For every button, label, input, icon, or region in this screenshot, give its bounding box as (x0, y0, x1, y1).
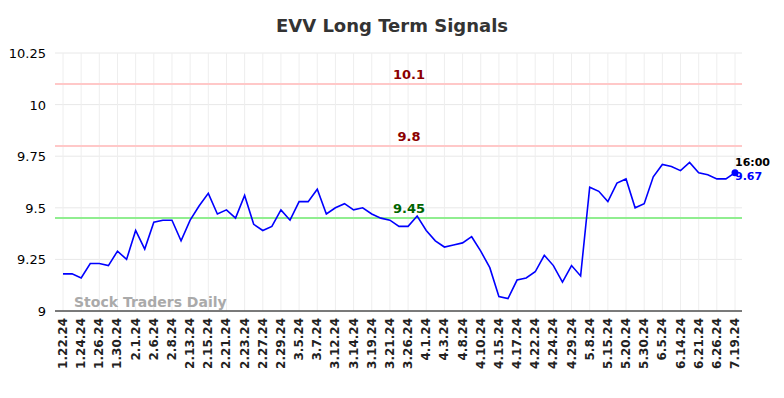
x-tick-label: 1.24.24 (74, 318, 88, 369)
grid-line (171, 53, 172, 311)
grid-line (135, 53, 136, 311)
x-tick-label: 2.6.24 (147, 318, 161, 361)
signal-label: 9.8 (397, 129, 420, 144)
grid-line (498, 53, 499, 311)
grid-line (571, 53, 572, 311)
grid-line (55, 53, 742, 54)
x-axis (55, 311, 742, 312)
grid-line (462, 53, 463, 311)
x-tick-label: 7.19.24 (728, 318, 742, 369)
y-tick-label: 10 (29, 98, 46, 113)
x-tick-label: 3.5.24 (292, 318, 306, 361)
grid-line (444, 53, 445, 311)
last-value-label: 9.67 (735, 170, 762, 183)
grid-line (208, 53, 209, 311)
grid-line (335, 53, 336, 311)
time-label: 16:00 (735, 156, 770, 169)
grid-line (153, 53, 154, 311)
x-tick-label: 4.10.24 (474, 318, 488, 369)
grid-line (99, 53, 100, 311)
y-tick-label: 9 (38, 304, 46, 319)
grid-line (244, 53, 245, 311)
x-tick-label: 2.21.24 (219, 318, 233, 369)
grid-line (81, 53, 82, 311)
grid-line (55, 259, 742, 260)
x-tick-label: 5.15.24 (601, 318, 615, 369)
x-tick-label: 3.26.24 (401, 318, 415, 369)
signal-line (55, 217, 742, 219)
grid-line (389, 53, 390, 311)
x-tick-label: 5.8.24 (583, 318, 597, 361)
signal-label: 9.45 (393, 201, 425, 216)
grid-line (716, 53, 717, 311)
watermark: Stock Traders Daily (74, 294, 227, 310)
x-tick-label: 4.3.24 (437, 318, 451, 361)
x-tick-label: 2.23.24 (238, 318, 252, 369)
x-tick-label: 2.1.24 (129, 318, 143, 361)
x-tick-label: 4.24.24 (546, 318, 560, 369)
x-tick-label: 2.8.24 (165, 318, 179, 361)
x-tick-label: 3.7.24 (310, 318, 324, 361)
x-tick-label: 4.17.24 (510, 318, 524, 369)
x-tick-label: 1.22.24 (56, 318, 70, 369)
signal-label: 10.1 (393, 67, 425, 82)
x-tick-label: 2.13.24 (183, 318, 197, 369)
x-tick-label: 5.20.24 (619, 318, 633, 369)
x-tick-label: 5.30.24 (637, 318, 651, 369)
grid-line (662, 53, 663, 311)
y-tick-label: 9.25 (17, 252, 46, 267)
grid-line (353, 53, 354, 311)
price-line (63, 162, 735, 298)
x-tick-label: 4.1.24 (419, 318, 433, 361)
grid-line (371, 53, 372, 311)
signal-line (55, 83, 742, 85)
grid-line (55, 156, 742, 157)
x-tick-label: 2.27.24 (256, 318, 270, 369)
x-tick-label: 6.5.24 (655, 318, 669, 361)
grid-line (480, 53, 481, 311)
x-tick-label: 4.22.24 (528, 318, 542, 369)
x-tick-label: 6.21.24 (692, 318, 706, 369)
grid-line (517, 53, 518, 311)
y-tick-label: 9.5 (25, 201, 46, 216)
grid-line (607, 53, 608, 311)
grid-line (426, 53, 427, 311)
x-tick-label: 2.15.24 (201, 318, 215, 369)
x-tick-label: 4.8.24 (456, 318, 470, 361)
grid-line (680, 53, 681, 311)
x-tick-label: 4.15.24 (492, 318, 506, 369)
y-tick-label: 9.75 (17, 149, 46, 164)
grid-line (317, 53, 318, 311)
grid-line (644, 53, 645, 311)
x-tick-label: 2.29.24 (274, 318, 288, 369)
x-tick-label: 1.26.24 (92, 318, 106, 369)
x-tick-label: 1.30.24 (110, 318, 124, 369)
grid-line (190, 53, 191, 311)
grid-line (280, 53, 281, 311)
signal-line (55, 145, 742, 147)
grid-line (553, 53, 554, 311)
grid-line (299, 53, 300, 311)
chart: EVV Long Term Signals 9 9.25 9.5 9.75 10 10.25… (0, 0, 784, 398)
x-tick-label: 4.29.24 (565, 318, 579, 369)
grid-line (55, 311, 742, 312)
x-tick-label: 3.21.24 (383, 318, 397, 369)
grid-line (226, 53, 227, 311)
grid-line (408, 53, 409, 311)
grid-line (63, 53, 64, 311)
x-tick-label: 3.12.24 (328, 318, 342, 369)
grid-line (262, 53, 263, 311)
x-tick-label: 6.14.24 (674, 318, 688, 369)
plot-area (63, 162, 739, 298)
x-tick-label: 3.19.24 (365, 318, 379, 369)
title: EVV Long Term Signals (276, 15, 508, 36)
grid-line (55, 104, 742, 105)
y-tick-label: 10.25 (9, 46, 46, 61)
x-tick-label: 3.14.24 (347, 318, 361, 369)
x-tick-label: 6.26.24 (710, 318, 724, 369)
grid-line (698, 53, 699, 311)
grid-line (589, 53, 590, 311)
grid-line (117, 53, 118, 311)
